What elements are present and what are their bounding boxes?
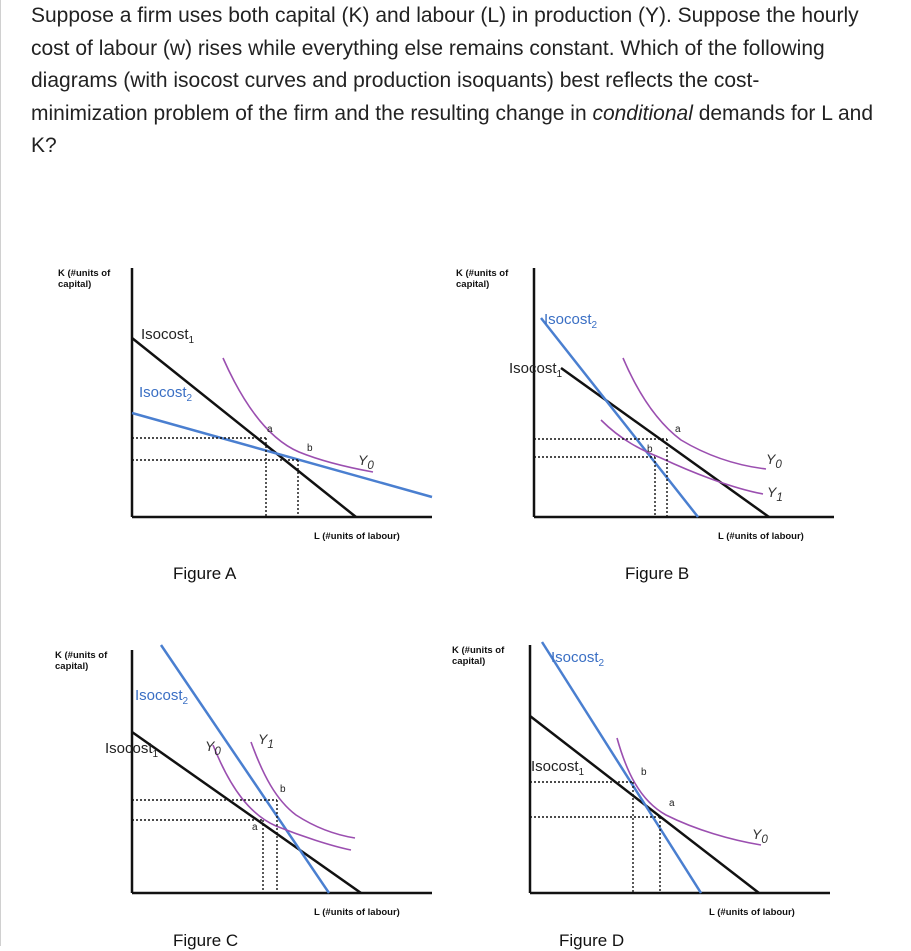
label-text: Isocost — [531, 758, 579, 775]
label-sub: 1 — [188, 335, 195, 346]
figure-c-isocost-1-line — [131, 730, 362, 895]
label-sub: 2 — [598, 658, 605, 669]
figure-c-isoquant-y0 — [212, 744, 352, 851]
figure-c-title: Figure C — [173, 931, 239, 950]
figure-a-isoquant-y0 — [222, 357, 374, 473]
figure-d-isocost-2-line — [540, 641, 703, 894]
figure-b-isocost-1-label: Isocost1 — [509, 361, 562, 383]
label-sub: 1 — [776, 490, 783, 504]
k-label-line-1: K (#units of — [452, 645, 505, 656]
figure-b-isocost-2-label: Isocost2 — [544, 312, 597, 334]
label-text: Isocost — [139, 384, 187, 401]
k-label-line-1: K (#units of — [58, 268, 111, 279]
figure-b-isocost-1-line — [560, 366, 770, 519]
figure-a-point-a: a — [267, 424, 273, 435]
figure-c-k-axis-label: K (#units of capital) — [55, 650, 107, 672]
label-sub: 0 — [367, 458, 374, 472]
figure-b-y0-label: Y0 — [766, 451, 782, 471]
figure-d-y0-label: Y0 — [752, 826, 768, 846]
figure-c-isocost-2-label: Isocost2 — [135, 688, 188, 710]
label-sub: 1 — [152, 749, 159, 760]
figure-d-l-axis-label: L (#units of labour) — [709, 907, 795, 918]
k-label-line-2: capital) — [452, 656, 486, 667]
figure-b-isoquant-y0 — [622, 357, 767, 470]
question-line-5: K? — [31, 134, 57, 157]
label-text: Isocost — [135, 687, 183, 704]
question-line-2: cost of labour (w) rises while everythin… — [31, 36, 825, 60]
label-sub: 0 — [775, 457, 782, 471]
figure-a-title: Figure A — [173, 564, 237, 583]
k-label-line-2: capital) — [55, 661, 89, 672]
label-text: Isocost — [551, 649, 599, 666]
k-label-line-2: capital) — [58, 279, 92, 290]
figure-a-y0-label: Y0 — [358, 452, 374, 472]
figure-b-l-axis-label: L (#units of labour) — [718, 531, 804, 542]
figure-c-l-axis-label: L (#units of labour) — [314, 907, 400, 918]
label-text: Y — [767, 484, 777, 500]
label-text: Y — [752, 826, 762, 842]
figure-d-isocost-2-label: Isocost2 — [551, 650, 604, 672]
figure-d-isoquant-y0 — [616, 737, 762, 846]
label-text: Isocost — [544, 311, 592, 328]
label-sub: 0 — [214, 744, 221, 758]
figure-a-k-axis-label: K (#units of capital) — [58, 268, 110, 290]
k-label-line-1: K (#units of — [55, 650, 108, 661]
label-text: Y — [258, 731, 268, 747]
label-text: Isocost — [141, 326, 189, 343]
label-sub: 1 — [267, 737, 274, 751]
figure-c-y1-label: Y1 — [258, 731, 274, 751]
figure-b-point-a: a — [675, 424, 681, 435]
figure-c-isocost-1-label: Isocost1 — [105, 741, 158, 763]
figure-a-isocost-1-line — [131, 337, 357, 518]
figure-b-y1-label: Y1 — [767, 484, 783, 504]
k-label-line-1: K (#units of — [456, 268, 509, 279]
figure-b-title: Figure B — [625, 564, 690, 583]
question-line-4: minimization problem of the firm and the… — [31, 98, 906, 131]
figure-a-isocost-2-label: Isocost2 — [139, 385, 192, 407]
figure-b-isocost-2-line — [540, 317, 699, 518]
label-sub: 2 — [182, 696, 189, 707]
label-sub: 2 — [186, 393, 193, 404]
figure-a-isocost-1-label: Isocost1 — [141, 327, 194, 349]
question-line-4a: minimization problem of the firm and the… — [31, 101, 593, 125]
figure-d-point-a: a — [669, 798, 675, 809]
label-text: Y — [205, 738, 215, 754]
figure-c-y0-label: Y0 — [205, 738, 221, 758]
label-text: Y — [766, 451, 776, 467]
figure-c-isoquant-y1 — [250, 741, 356, 839]
label-text: Isocost — [105, 740, 153, 757]
question-line-4c: demands for L and — [692, 101, 874, 125]
question-emphasis: conditional — [592, 101, 693, 125]
figure-a-l-axis-label: L (#units of labour) — [314, 531, 400, 542]
label-sub: 2 — [591, 320, 598, 331]
label-sub: 0 — [761, 832, 768, 846]
figure-a-isocost-2-line — [131, 411, 433, 499]
figure-c-point-a: a — [252, 822, 258, 833]
figure-d-isocost-1-label: Isocost1 — [531, 759, 584, 781]
label-sub: 1 — [578, 767, 585, 778]
label-text: Y — [358, 452, 368, 468]
k-label-line-2: capital) — [456, 279, 490, 290]
label-text: Isocost — [509, 360, 557, 377]
label-sub: 1 — [556, 369, 563, 380]
question-line-1: Suppose a firm uses both capital (K) and… — [31, 4, 859, 27]
figure-c-isocost-2-line — [159, 644, 331, 894]
figure-d-point-b: b — [641, 767, 647, 778]
figure-d-title: Figure D — [559, 931, 625, 950]
figure-c-point-b: b — [280, 784, 286, 795]
figure-d-k-axis-label: K (#units of capital) — [452, 645, 504, 667]
figure-a-point-b: b — [307, 443, 313, 454]
question-text: Suppose a firm uses both capital (K) and… — [31, 0, 906, 163]
question-line-3: diagrams (with isocost curves and produc… — [31, 69, 760, 92]
figure-b-k-axis-label: K (#units of capital) — [456, 268, 508, 290]
figure-b-isoquant-y1 — [600, 419, 764, 495]
figure-b-point-b: b — [647, 444, 653, 455]
